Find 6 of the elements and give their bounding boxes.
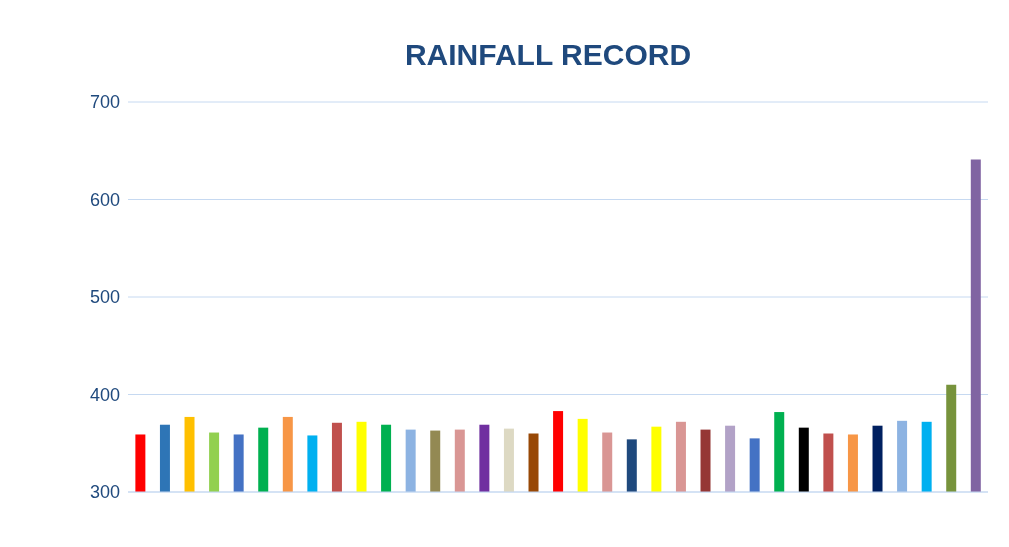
y-tick-label: 400 xyxy=(89,384,120,405)
y-tick-label: 300 xyxy=(89,482,120,503)
chart-title: RAINFALL RECORD xyxy=(403,37,693,72)
y-tick-label: 600 xyxy=(89,189,120,210)
y-tick-label: 500 xyxy=(89,287,120,308)
y-tick-label: 700 xyxy=(89,92,120,113)
